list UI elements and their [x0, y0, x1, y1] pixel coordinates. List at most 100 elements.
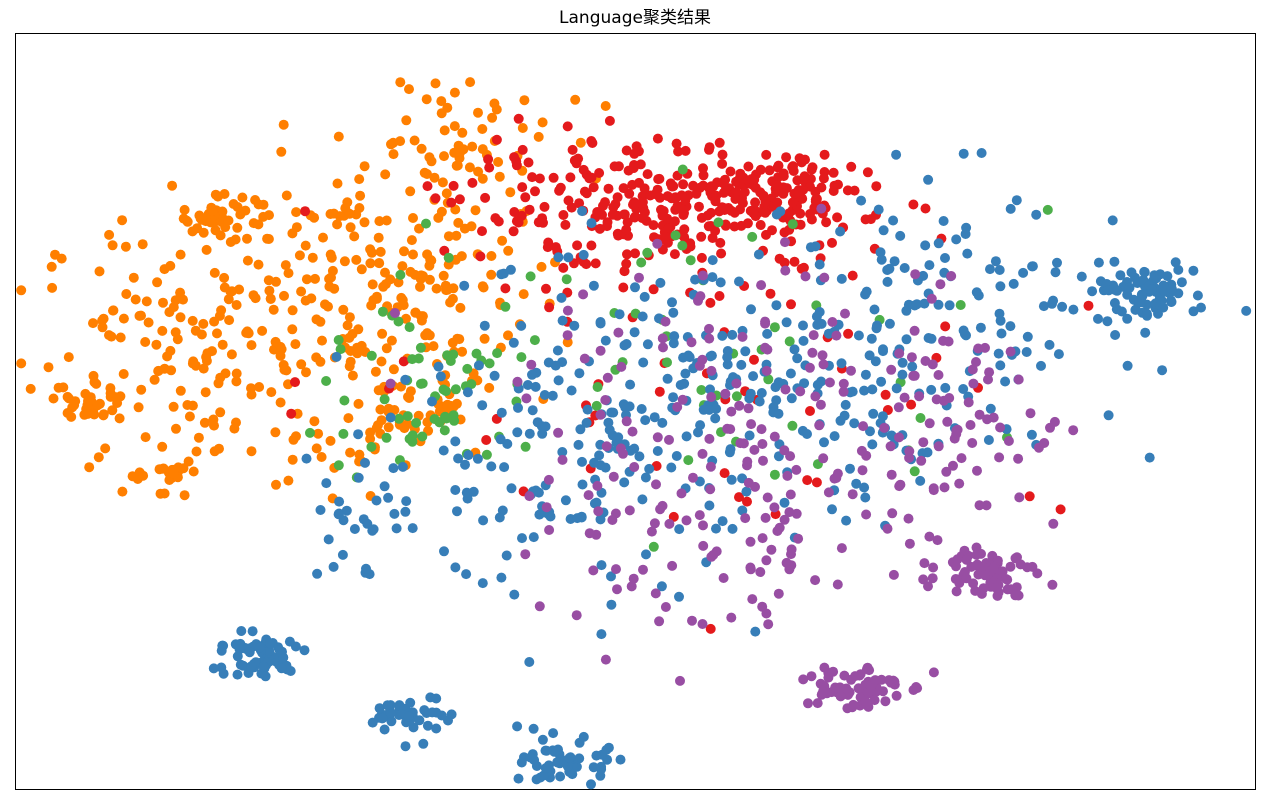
scatter-point-orange	[326, 272, 336, 283]
scatter-point-blue	[877, 411, 888, 422]
scatter-point-green	[377, 306, 388, 317]
scatter-point-orange	[178, 294, 188, 305]
scatter-point-purple	[562, 305, 573, 316]
scatter-point-purple	[806, 671, 817, 682]
scatter-point-orange	[408, 213, 418, 223]
scatter-point-blue	[496, 572, 507, 583]
scatter-point-orange	[290, 339, 301, 350]
scatter-point-red	[483, 154, 494, 165]
scatter-point-red	[716, 248, 727, 259]
scatter-point-red	[789, 256, 800, 267]
scatter-point-green	[763, 374, 774, 385]
scatter-point-blue	[819, 437, 829, 448]
scatter-point-blue	[232, 669, 243, 680]
scatter-point-blue	[621, 339, 632, 349]
scatter-point-blue	[333, 509, 344, 520]
scatter-point-purple	[1049, 416, 1060, 427]
scatter-point-blue	[933, 299, 944, 310]
scatter-point-orange	[130, 294, 141, 305]
scatter-point-blue	[679, 378, 690, 389]
scatter-point-green	[338, 428, 349, 439]
scatter-point-blue	[993, 348, 1004, 359]
scatter-point-blue	[644, 463, 655, 474]
scatter-point-orange	[355, 190, 366, 201]
scatter-point-green	[321, 376, 332, 386]
scatter-point-blue	[798, 320, 808, 331]
scatter-point-purple	[672, 402, 683, 412]
scatter-point-orange	[231, 368, 242, 379]
scatter-point-red	[715, 237, 726, 248]
scatter-point-orange	[466, 221, 477, 232]
scatter-point-orange	[93, 452, 104, 463]
scatter-point-blue	[495, 434, 506, 445]
scatter-point-purple	[909, 325, 920, 336]
scatter-point-blue	[995, 360, 1006, 371]
scatter-point-purple	[939, 482, 950, 493]
scatter-point-purple	[948, 460, 958, 471]
scatter-point-blue	[798, 335, 809, 346]
scatter-point-purple	[974, 500, 985, 511]
scatter-point-orange	[344, 361, 355, 372]
scatter-point-blue	[938, 216, 949, 226]
scatter-point-orange	[465, 77, 476, 88]
scatter-point-orange	[198, 318, 209, 329]
scatter-point-orange	[429, 172, 440, 183]
scatter-point-blue	[473, 360, 484, 371]
scatter-point-orange	[115, 332, 126, 343]
scatter-point-blue	[717, 516, 728, 527]
scatter-point-blue	[835, 415, 846, 426]
scatter-point-green	[445, 356, 456, 366]
scatter-point-blue	[506, 483, 517, 494]
scatter-point-orange	[276, 146, 287, 157]
scatter-point-green	[415, 342, 426, 353]
scatter-point-orange	[63, 352, 74, 363]
scatter-point-orange	[375, 404, 386, 415]
scatter-point-blue	[486, 461, 497, 472]
scatter-point-orange	[224, 315, 235, 326]
scatter-point-purple	[761, 365, 772, 376]
scatter-point-purple	[557, 454, 568, 465]
scatter-point-purple	[861, 509, 872, 520]
scatter-point-blue	[278, 652, 289, 663]
scatter-point-red	[906, 399, 917, 410]
scatter-point-blue	[596, 560, 607, 571]
scatter-point-blue	[727, 523, 738, 534]
scatter-point-blue	[1052, 257, 1062, 268]
scatter-point-blue	[383, 492, 394, 503]
scatter-point-blue	[608, 407, 619, 418]
scatter-point-purple	[688, 472, 698, 483]
scatter-point-purple	[991, 582, 1002, 593]
scatter-point-blue	[785, 368, 796, 379]
scatter-point-blue	[816, 376, 827, 387]
scatter-point-red	[454, 194, 465, 205]
scatter-point-red	[796, 263, 807, 274]
scatter-point-blue	[637, 311, 648, 322]
scatter-point-purple	[769, 431, 780, 442]
scatter-point-red	[772, 197, 783, 208]
scatter-point-purple	[761, 555, 772, 566]
scatter-point-blue	[762, 328, 773, 339]
scatter-point-purple	[553, 427, 564, 438]
scatter-point-purple	[824, 377, 835, 388]
scatter-point-purple	[880, 696, 891, 707]
scatter-point-orange	[397, 295, 408, 305]
scatter-point-orange	[380, 169, 391, 180]
scatter-point-orange	[107, 405, 118, 416]
scatter-point-orange	[426, 156, 437, 167]
scatter-point-blue	[588, 280, 599, 291]
scatter-point-purple	[823, 672, 834, 683]
scatter-point-purple	[675, 675, 685, 686]
scatter-point-blue	[736, 359, 747, 370]
scatter-point-blue	[911, 299, 922, 310]
scatter-point-blue	[391, 523, 402, 534]
scatter-point-red	[548, 172, 559, 183]
scatter-point-blue	[860, 289, 871, 300]
scatter-point-blue	[1044, 339, 1055, 350]
scatter-point-blue	[578, 731, 589, 742]
scatter-point-blue	[897, 357, 908, 368]
scatter-point-blue	[522, 380, 533, 390]
scatter-point-orange	[365, 244, 376, 255]
scatter-point-purple	[613, 327, 624, 338]
scatter-point-purple	[649, 518, 660, 529]
scatter-point-purple	[749, 444, 760, 455]
